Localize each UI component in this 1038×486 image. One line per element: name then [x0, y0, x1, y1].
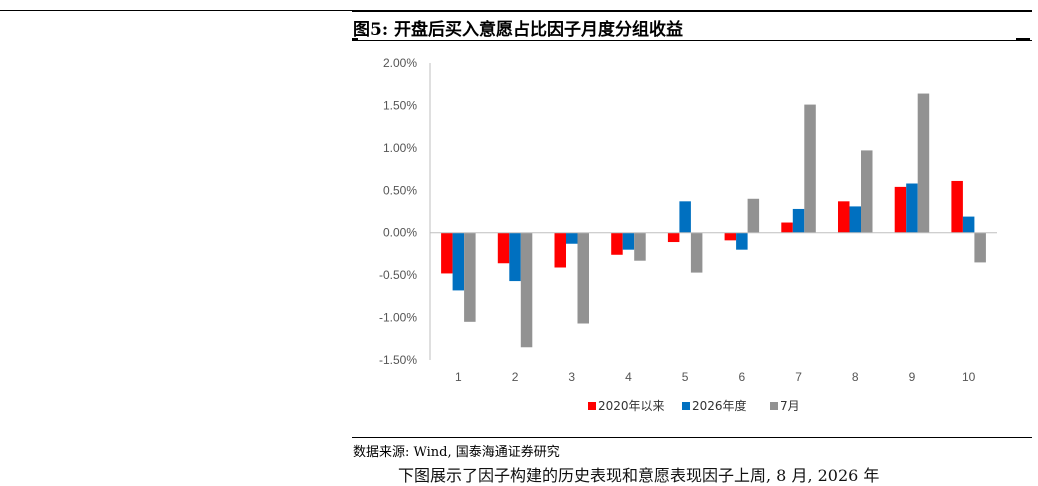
bar-series-1-cat-6 [724, 232, 737, 241]
bar-series-1-cat-10 [951, 180, 963, 233]
x-tick-label: 7 [795, 370, 802, 384]
bar-series-3-cat-4 [634, 232, 646, 261]
bar-series-1-cat-3 [554, 232, 566, 268]
bar-series-2-cat-7 [792, 208, 805, 233]
bar-series-1-cat-8 [838, 201, 850, 233]
y-tick-label: 1.00% [383, 141, 417, 155]
bar-series-2-cat-5 [679, 201, 691, 233]
y-tick-label: -1.00% [379, 311, 417, 325]
title-rule-tick-right [1016, 38, 1030, 40]
y-tick-label: 2.00% [383, 56, 417, 70]
legend-label-1: 2020年以来 [598, 399, 665, 413]
bar-series-2-cat-2 [509, 232, 521, 282]
x-tick-label: 1 [455, 370, 462, 384]
bar-series-2-cat-9 [906, 183, 918, 233]
source-note: 数据来源: Wind, 国泰海通证券研究 [353, 445, 560, 460]
y-tick-label: -0.50% [379, 268, 417, 282]
bar-series-2-cat-4 [622, 232, 635, 250]
bar-series-3-cat-10 [974, 232, 986, 263]
y-tick-label: 0.50% [383, 183, 417, 197]
top-rule-right [352, 10, 1032, 12]
bar-series-1-cat-2 [497, 232, 510, 264]
bar-series-3-cat-9 [917, 93, 930, 233]
y-axis-labels: 2.00% 1.50% 1.00% 0.50% 0.00% -0.50% -1.00% -1.… [379, 56, 417, 367]
bar-series-2-cat-8 [849, 206, 861, 233]
bars [441, 93, 986, 348]
bar-series-3-cat-1 [464, 232, 476, 322]
figure-title: 图5: 开盘后买入意愿占比因子月度分组收益 [353, 20, 684, 40]
bar-series-1-cat-5 [667, 232, 680, 243]
source-rule [352, 437, 1032, 438]
x-tick-label: 8 [852, 370, 859, 384]
body-text-cut: 下图展示了因子构建的历史表现和意愿表现因子上周, 8 月, 2026 年 [398, 466, 880, 485]
title-rule [352, 40, 1032, 41]
legend-swatch-3 [770, 402, 778, 410]
bar-series-3-cat-2 [520, 232, 533, 348]
bar-chart: 2.00% 1.50% 1.00% 0.50% 0.00% -0.50% -1.00% -1.… [379, 56, 997, 413]
x-tick-label: 2 [512, 370, 519, 384]
axes [429, 63, 997, 360]
bar-series-1-cat-9 [894, 186, 907, 233]
title-rule-tick-left [352, 38, 358, 40]
bar-series-2-cat-3 [566, 232, 578, 244]
bar-series-2-cat-1 [452, 232, 465, 291]
x-tick-label: 5 [682, 370, 689, 384]
legend-swatch-1 [588, 402, 596, 410]
bar-series-1-cat-1 [441, 232, 453, 274]
x-tick-label: 6 [739, 370, 746, 384]
bar-series-2-cat-10 [962, 216, 975, 233]
bar-series-1-cat-7 [781, 222, 793, 233]
y-tick-label: 0.00% [383, 226, 417, 240]
bar-series-2-cat-6 [736, 232, 748, 250]
x-tick-label: 4 [625, 370, 632, 384]
bar-series-3-cat-3 [577, 232, 589, 324]
x-tick-label: 9 [909, 370, 916, 384]
y-tick-label: 1.50% [383, 98, 417, 112]
y-tick-label: -1.50% [379, 353, 417, 367]
legend-label-3: 7月 [780, 399, 800, 413]
x-tick-label: 3 [568, 370, 575, 384]
top-rule-left [0, 10, 352, 11]
legend-swatch-2 [682, 402, 690, 410]
bar-series-3-cat-6 [747, 198, 760, 233]
bar-series-3-cat-5 [690, 232, 703, 273]
bar-series-1-cat-4 [611, 232, 623, 255]
x-axis-labels: 1 2 3 4 5 6 7 8 9 10 [455, 370, 976, 384]
x-tick-label: 10 [962, 370, 976, 384]
bar-series-3-cat-7 [804, 104, 816, 233]
legend-label-2: 2026年度 [692, 398, 747, 413]
legend: 2020年以来 2026年度 7月 [588, 398, 800, 413]
bar-series-3-cat-8 [861, 150, 873, 233]
